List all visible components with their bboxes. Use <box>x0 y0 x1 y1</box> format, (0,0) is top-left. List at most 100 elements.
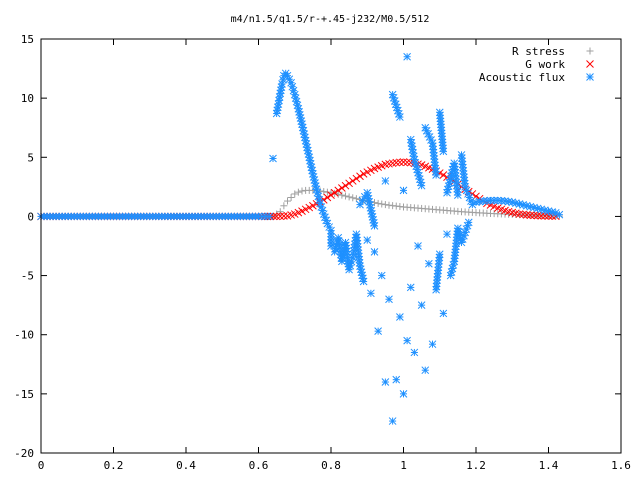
point-acoustic-flux <box>388 417 397 425</box>
point-r-stress <box>342 192 349 200</box>
point-r-stress <box>284 197 291 205</box>
point-acoustic-flux <box>464 218 473 227</box>
point-g-work <box>403 158 411 167</box>
x-tick-label: 1.2 <box>466 459 486 472</box>
point-acoustic-flux <box>435 250 444 259</box>
x-tick-label: 1.6 <box>611 459 631 472</box>
point-acoustic-flux <box>406 283 415 292</box>
point-r-stress <box>349 194 357 202</box>
point-g-work <box>323 193 332 202</box>
point-acoustic-flux <box>356 262 364 270</box>
point-g-work <box>359 169 368 178</box>
point-r-stress <box>381 201 389 209</box>
point-r-stress <box>374 199 382 207</box>
point-acoustic-flux <box>555 210 564 219</box>
x-tick-label: 1.4 <box>539 459 559 472</box>
point-acoustic-flux <box>377 271 386 280</box>
x-tick-label: 0.6 <box>249 459 269 472</box>
point-acoustic-flux <box>443 230 451 239</box>
point-g-work <box>399 158 408 166</box>
point-g-work <box>352 174 361 183</box>
point-acoustic-flux <box>396 313 404 321</box>
y-tick-label: -10 <box>14 329 34 342</box>
point-g-work <box>526 211 535 220</box>
x-axis-ticks: 0 0.2 0.4 0.6 0.8 1 1.2 1.4 1.6 <box>38 39 631 472</box>
point-g-work <box>396 158 404 167</box>
point-acoustic-flux <box>367 289 375 298</box>
y-tick-label: 0 <box>27 210 34 223</box>
y-tick-label: 5 <box>27 151 34 164</box>
y-axis-ticks: 15 10 5 0 -5 -10 -15 -20 <box>14 33 621 460</box>
x-tick-label: 0.2 <box>104 459 124 472</box>
point-g-work <box>330 188 339 197</box>
point-acoustic-flux <box>468 200 477 209</box>
point-r-stress <box>291 190 299 198</box>
point-g-work <box>298 207 306 215</box>
point-acoustic-flux <box>428 340 437 349</box>
x-tick-label: 1 <box>400 459 407 472</box>
legend-marker <box>586 47 594 55</box>
point-acoustic-flux <box>381 177 390 185</box>
point-g-work <box>367 166 375 175</box>
legend-marker <box>586 60 594 68</box>
point-r-stress <box>352 195 360 203</box>
point-g-work <box>341 181 350 190</box>
point-acoustic-flux <box>417 181 426 190</box>
plot-marks <box>37 52 564 425</box>
point-g-work <box>363 168 372 176</box>
chart-title: m4/n1.5/q1.5/r-+.45-j232/M0.5/512 <box>231 14 430 25</box>
point-g-work <box>280 212 288 220</box>
point-acoustic-flux <box>392 375 401 384</box>
point-g-work <box>356 172 364 181</box>
point-acoustic-flux <box>454 191 462 199</box>
x-tick-label: 0 <box>38 459 45 472</box>
point-acoustic-flux <box>396 113 404 121</box>
point-acoustic-flux <box>421 366 430 375</box>
point-acoustic-flux <box>425 259 433 268</box>
y-tick-label: -15 <box>14 388 34 401</box>
point-r-stress <box>338 191 346 199</box>
point-g-work <box>541 212 549 220</box>
point-g-work <box>533 211 542 220</box>
point-g-work <box>392 158 401 167</box>
point-g-work <box>345 179 353 188</box>
point-acoustic-flux <box>269 154 277 163</box>
series-acoustic-flux <box>37 52 564 425</box>
point-acoustic-flux <box>439 147 448 156</box>
point-acoustic-flux <box>486 196 495 205</box>
point-r-stress <box>276 208 284 216</box>
point-acoustic-flux <box>370 248 379 256</box>
point-g-work <box>309 201 317 210</box>
point-acoustic-flux <box>363 236 372 244</box>
point-acoustic-flux <box>439 309 448 318</box>
y-tick-label: 10 <box>21 92 34 105</box>
point-r-stress <box>287 194 295 202</box>
point-r-stress <box>294 188 302 196</box>
point-g-work <box>439 171 448 179</box>
point-r-stress <box>378 200 386 208</box>
point-g-work <box>327 191 335 199</box>
point-r-stress <box>280 202 288 210</box>
point-acoustic-flux <box>414 242 422 250</box>
point-acoustic-flux <box>265 212 274 221</box>
point-acoustic-flux <box>399 186 408 195</box>
point-acoustic-flux <box>374 327 382 336</box>
point-acoustic-flux <box>399 390 408 398</box>
x-tick-label: 0.4 <box>176 459 196 472</box>
point-g-work <box>301 205 310 214</box>
point-acoustic-flux <box>381 378 390 386</box>
point-acoustic-flux <box>261 212 270 221</box>
point-r-stress <box>298 187 306 195</box>
point-acoustic-flux <box>403 52 411 61</box>
point-acoustic-flux <box>370 222 379 230</box>
x-tick-label: 0.8 <box>321 459 341 472</box>
y-tick-label: -5 <box>21 270 34 283</box>
point-g-work <box>334 186 343 195</box>
point-acoustic-flux <box>365 197 374 206</box>
point-g-work <box>272 212 281 221</box>
point-acoustic-flux <box>497 196 506 205</box>
point-r-stress <box>345 193 353 201</box>
legend-marker <box>586 73 594 81</box>
